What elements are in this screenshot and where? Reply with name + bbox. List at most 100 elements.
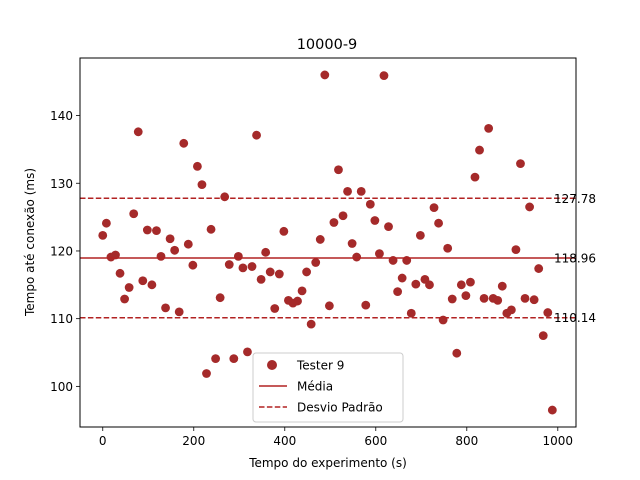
x-axis-ticks: 0 200 400 600 800 1000 [99, 427, 573, 448]
data-point [516, 159, 525, 169]
x-axis-title: Tempo do experimento (s) [248, 456, 407, 470]
data-point [188, 260, 198, 270]
data-point [384, 222, 393, 231]
data-point [165, 234, 175, 244]
data-point [252, 130, 261, 140]
data-point [302, 267, 312, 277]
data-point [133, 127, 143, 137]
reference-line-label: 110.14 [554, 311, 596, 325]
data-point [479, 293, 489, 303]
data-point [438, 315, 448, 325]
data-point [243, 347, 252, 357]
data-point [497, 281, 507, 291]
y-axis-title: Tempo até conexão (ms) [23, 168, 37, 317]
data-point [211, 354, 221, 364]
data-point [406, 308, 416, 318]
data-point [475, 145, 484, 155]
reference-line-label: 118.96 [554, 252, 596, 266]
data-point [447, 294, 457, 304]
data-point [111, 250, 120, 260]
data-point [156, 251, 166, 261]
data-point [529, 295, 539, 305]
x-tick-label: 600 [364, 434, 387, 448]
data-point [138, 276, 148, 286]
data-point [415, 230, 425, 240]
data-point [152, 226, 161, 236]
data-point [324, 301, 334, 311]
data-point [352, 252, 362, 262]
y-tick-label: 130 [50, 177, 73, 191]
data-point [279, 226, 289, 236]
data-point [543, 308, 553, 317]
data-point [197, 180, 207, 190]
data-point [547, 405, 557, 415]
data-point [306, 319, 316, 329]
data-point [193, 161, 202, 171]
data-point [425, 280, 434, 290]
data-point [124, 283, 134, 292]
data-point [270, 304, 280, 313]
data-point [466, 277, 475, 287]
data-point [370, 216, 380, 225]
data-point [297, 286, 307, 296]
data-point [320, 70, 330, 80]
data-point [311, 258, 321, 267]
data-point [356, 186, 366, 196]
data-point [238, 263, 248, 273]
data-point [343, 186, 352, 196]
legend-label-mean: Média [297, 380, 333, 394]
data-point [120, 294, 129, 304]
data-point [170, 245, 180, 255]
data-point [265, 267, 275, 277]
data-point [161, 303, 170, 313]
reference-lines: 118.96 127.78 110.14 [80, 192, 596, 325]
x-tick-label: 0 [99, 434, 107, 448]
data-point [461, 291, 471, 301]
data-point [229, 354, 239, 364]
data-point [484, 124, 494, 133]
x-tick-label: 800 [455, 434, 478, 448]
data-point [365, 199, 375, 209]
data-point [470, 172, 480, 182]
y-tick-label: 140 [50, 109, 73, 123]
data-point [98, 230, 108, 240]
legend-label-stddev: Desvio Padrão [297, 401, 383, 415]
data-point [215, 293, 225, 303]
data-point [220, 192, 230, 202]
reference-line-label: 127.78 [554, 192, 596, 206]
data-point [525, 202, 534, 212]
x-tick-label: 400 [273, 434, 296, 448]
data-point [456, 280, 466, 290]
data-point [338, 211, 348, 221]
y-tick-label: 110 [50, 312, 73, 326]
data-point [397, 273, 407, 283]
data-point [274, 269, 284, 279]
data-point [261, 247, 271, 257]
legend: Tester 9 Média Desvio Padrão [252, 352, 404, 423]
legend-box [252, 352, 404, 423]
data-point [101, 218, 111, 228]
data-point [179, 138, 189, 148]
data-point [520, 293, 530, 303]
data-point [147, 280, 157, 290]
data-point [452, 348, 462, 358]
data-point [174, 307, 184, 317]
data-point [361, 300, 371, 310]
plot-frame [79, 57, 577, 428]
data-point [393, 287, 403, 296]
data-point [411, 279, 421, 289]
data-point [115, 268, 125, 278]
data-point [538, 331, 548, 340]
data-point [443, 243, 453, 253]
data-point [347, 239, 357, 248]
data-point [224, 260, 234, 269]
data-point [493, 295, 503, 305]
data-point [379, 71, 389, 80]
data-point [506, 305, 516, 315]
data-point [534, 264, 544, 273]
data-point [129, 209, 139, 219]
data-point [434, 218, 443, 228]
data-point [334, 165, 343, 175]
data-point [329, 218, 339, 227]
